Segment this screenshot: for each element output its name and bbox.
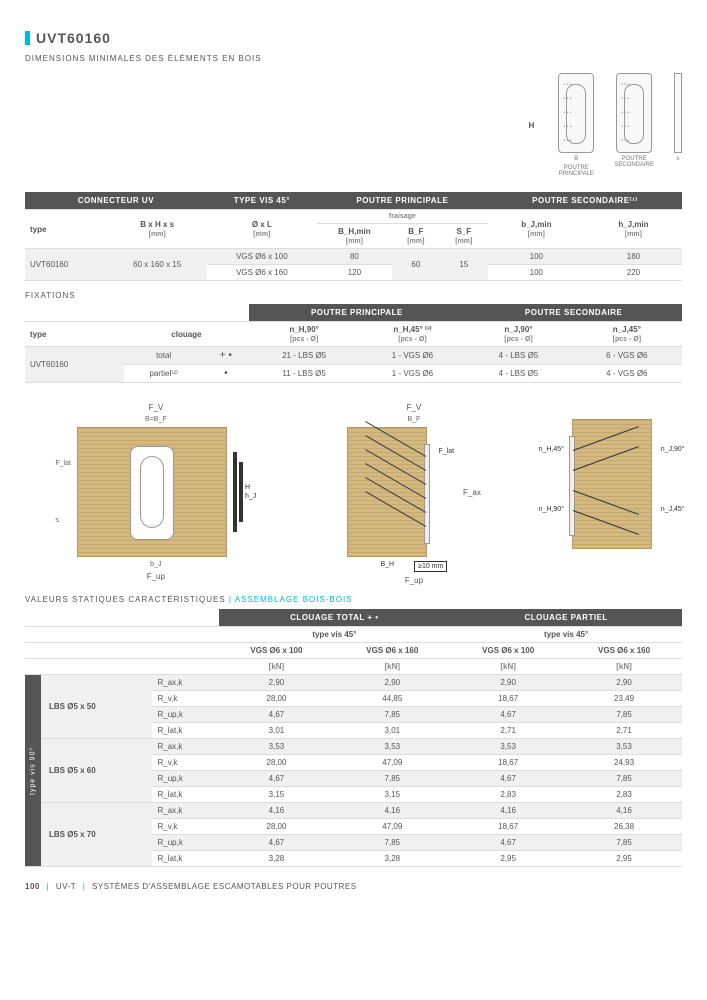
wood-front xyxy=(77,427,227,557)
col-s2: VGS Ø6 x 160 xyxy=(334,643,450,659)
nj90-label: n_J,90° xyxy=(661,446,685,453)
flat2-label: F_lat xyxy=(438,448,454,455)
plate-front-caption: POUTRE PRINCIPALE xyxy=(559,165,594,177)
dimensions-table: CONNECTEUR UV TYPE VIS 45° POUTRE PRINCI… xyxy=(25,192,682,281)
footer-desc: SYSTÈMES D'ASSEMBLAGE ESCAMOTABLES POUR … xyxy=(92,882,357,891)
table-row: LBS Ø5 x 70R_ax,k4,164,164,164,16 xyxy=(25,803,682,819)
col-s4: VGS Ø6 x 160 xyxy=(566,643,682,659)
diagrams: F_V B=B_F F_lat s H h_J b_J F_up F_ xyxy=(25,403,682,585)
ten-label: ≥10 mm xyxy=(414,561,447,572)
hdr-main-beam: POUTRE PRINCIPALE xyxy=(317,192,488,210)
hdr-screw-type: TYPE VIS 45° xyxy=(207,192,317,210)
plate-side-icon xyxy=(674,73,682,153)
static-values-table: CLOUAGE TOTAL + • CLOUAGE PARTIEL type v… xyxy=(25,609,682,867)
diagram-side1: F_V B_F F_lat F_ax B_H ≥10 mm F_up xyxy=(347,403,481,585)
diagram-side2: n_H,45° n_H,90° n_J,90° n_J,45° xyxy=(572,403,652,549)
table-row: LBS Ø5 x 60R_ax,k3,533,533,533,53 xyxy=(25,739,682,755)
nj45-label: n_J,45° xyxy=(661,506,685,513)
values-title-2: | ASSEMBLAGE BOIS-BOIS xyxy=(226,595,353,604)
fup2-label: F_up xyxy=(405,576,423,585)
bj-label: b_J xyxy=(150,561,161,568)
title-row: UVT60160 xyxy=(25,30,682,46)
hdr2-sec: POUTRE SECONDAIRE xyxy=(465,304,682,322)
unit4: [kN] xyxy=(566,659,682,675)
fv-label: F_V xyxy=(148,403,163,412)
unit2: [kN] xyxy=(334,659,450,675)
col-bjmin: b_J,min[mm] xyxy=(488,210,585,249)
bbf-label: B=B_F xyxy=(145,416,167,423)
col2-nj45: n_J,45°[pcs - Ø] xyxy=(572,322,682,347)
page-number: 100 xyxy=(25,882,40,891)
col-s1: VGS Ø6 x 100 xyxy=(219,643,335,659)
sub-fraisage: fraisage xyxy=(317,210,488,224)
diagram-front: F_V B=B_F F_lat s H h_J b_J F_up xyxy=(55,403,256,581)
unit1: [kN] xyxy=(219,659,335,675)
col-s3: VGS Ø6 x 100 xyxy=(450,643,566,659)
col-hjmin: h_J,min[mm] xyxy=(585,210,682,249)
wood-side1: F_lat xyxy=(347,427,427,557)
flat-label: F_lat xyxy=(55,460,71,467)
footer-series: UV-T xyxy=(56,882,76,891)
values-title: VALEURS STATIQUES CARACTÉRISTIQUES | ASS… xyxy=(25,595,682,604)
bh-label: B_H xyxy=(380,561,394,572)
sub-total: type vis 45° xyxy=(219,627,451,643)
bf-label: B_F xyxy=(408,416,421,423)
top-section: H B POUTRE PRINCIPALE POUTRE SECONDAIRE … xyxy=(25,73,682,177)
table-row: type vis 90°LBS Ø5 x 50R_ax,k2,902,902,9… xyxy=(25,675,682,691)
col-type: type xyxy=(25,210,108,249)
nh90-label: n_H,90° xyxy=(539,506,564,513)
fv2-label: F_V xyxy=(407,403,422,412)
fixations-title: FIXATIONS xyxy=(25,291,682,300)
col-sf: S_F[mm] xyxy=(440,224,488,249)
plate-back-icon xyxy=(616,73,652,153)
plate-illustrations: H B POUTRE PRINCIPALE POUTRE SECONDAIRE … xyxy=(529,73,682,177)
footer: 100 | UV-T | SYSTÈMES D'ASSEMBLAGE ESCAM… xyxy=(25,882,682,891)
col2-nh90: n_H,90°[pcs - Ø] xyxy=(249,322,360,347)
nh45-label: n_H,45° xyxy=(539,446,564,453)
hdr-sec-beam: POUTRE SECONDAIRE⁽¹⁾ xyxy=(488,192,682,210)
col-bhs: B x H x s[mm] xyxy=(108,210,207,249)
hdr-connector: CONNECTEUR UV xyxy=(25,192,207,210)
fixations-table: POUTRE PRINCIPALE POUTRE SECONDAIRE type… xyxy=(25,304,682,383)
values-title-1: VALEURS STATIQUES CARACTÉRISTIQUES xyxy=(25,595,226,604)
hdr-total: CLOUAGE TOTAL + • xyxy=(219,609,451,627)
hj-label: h_J xyxy=(245,493,256,500)
hj-bar-icon xyxy=(239,462,243,522)
plate-back: POUTRE SECONDAIRE xyxy=(614,73,654,168)
col2-nh45: n_H,45° ⁽³⁾[pcs - Ø] xyxy=(360,322,466,347)
table-row: UVT6016060 x 160 x 15VGS Ø6 x 1008060151… xyxy=(25,249,682,265)
fax-label: F_ax xyxy=(463,488,481,497)
subtitle: DIMENSIONS MINIMALES DES ÉLÉMENTS EN BOI… xyxy=(25,54,682,63)
col-bhmin: B_H,min[mm] xyxy=(317,224,392,249)
table-row: partiel⁽²⁾•11 - LBS Ø51 - VGS Ø64 - LBS … xyxy=(25,365,682,383)
col-oxl: Ø x L[mm] xyxy=(207,210,317,249)
table-row: UVT60160total+ •21 - LBS Ø51 - VGS Ø64 -… xyxy=(25,347,682,365)
plate-side-letter: s xyxy=(677,156,680,162)
wood-side2: n_H,45° n_H,90° n_J,90° n_J,45° xyxy=(572,419,652,549)
plate-side: s xyxy=(674,73,682,162)
plate-front: B POUTRE PRINCIPALE xyxy=(558,73,594,177)
plate-front-icon xyxy=(558,73,594,153)
sub-partiel: type vis 45° xyxy=(450,627,682,643)
plate-back-caption: POUTRE SECONDAIRE xyxy=(614,156,654,168)
H-label: H xyxy=(245,484,256,491)
hdr-partiel: CLOUAGE PARTIEL xyxy=(450,609,682,627)
col2-clouage: clouage xyxy=(124,322,248,347)
unit3: [kN] xyxy=(450,659,566,675)
title-badge xyxy=(25,31,30,45)
plate-front-letter: B xyxy=(574,156,578,162)
col2-type: type xyxy=(25,322,124,347)
fup-label: F_up xyxy=(147,572,165,581)
page-title: UVT60160 xyxy=(36,30,111,46)
col-bf: B_F[mm] xyxy=(392,224,440,249)
hdr2-main: POUTRE PRINCIPALE xyxy=(249,304,466,322)
s-label: s xyxy=(55,517,71,524)
col2-nj90: n_J,90°[pcs - Ø] xyxy=(465,322,571,347)
h-bar-icon xyxy=(233,452,237,532)
h-dimension-label: H xyxy=(529,121,535,130)
